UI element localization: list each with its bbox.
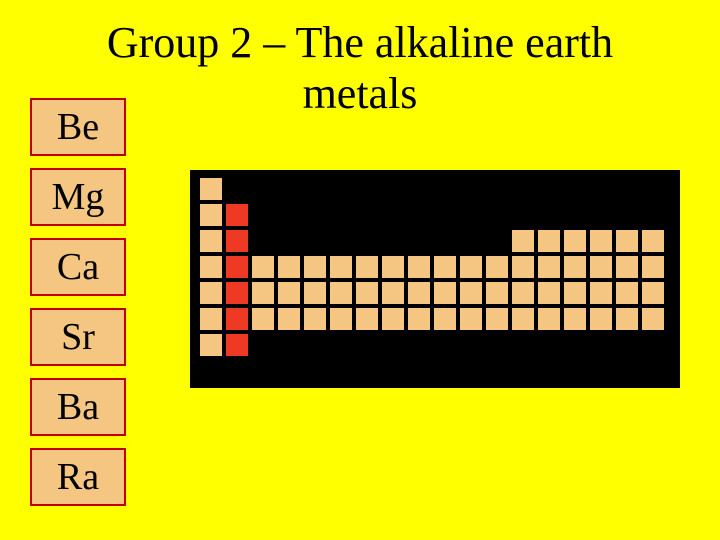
- pt-cell: [538, 308, 560, 330]
- pt-cell-group2: [226, 334, 248, 356]
- pt-cell: [304, 282, 326, 304]
- pt-cell: [512, 230, 534, 252]
- element-list: Be Mg Ca Sr Ba Ra: [30, 98, 126, 518]
- pt-cell: [642, 282, 664, 304]
- pt-cell: [278, 256, 300, 278]
- pt-cell-group2: [226, 230, 248, 252]
- pt-cell: [200, 178, 222, 200]
- pt-cell: [486, 256, 508, 278]
- pt-cell: [408, 256, 430, 278]
- pt-cell: [382, 282, 404, 304]
- pt-cell: [512, 256, 534, 278]
- pt-cell: [590, 256, 612, 278]
- pt-cell: [616, 282, 638, 304]
- pt-cell: [434, 282, 456, 304]
- pt-cell: [486, 282, 508, 304]
- pt-cell: [382, 256, 404, 278]
- pt-cell: [616, 256, 638, 278]
- pt-cell: [252, 282, 274, 304]
- pt-cell: [252, 308, 274, 330]
- pt-cell: [564, 256, 586, 278]
- pt-cell: [200, 308, 222, 330]
- pt-cell: [356, 256, 378, 278]
- element-box-sr: Sr: [30, 308, 126, 366]
- pt-cell: [304, 308, 326, 330]
- title-line-2: metals: [303, 69, 418, 118]
- pt-cell-group2: [226, 204, 248, 226]
- pt-cell: [538, 282, 560, 304]
- pt-cell: [460, 308, 482, 330]
- pt-cell: [200, 256, 222, 278]
- pt-cell: [278, 282, 300, 304]
- pt-cell: [512, 282, 534, 304]
- pt-cell: [538, 230, 560, 252]
- pt-cell: [330, 256, 352, 278]
- pt-cell: [200, 334, 222, 356]
- pt-cell: [278, 308, 300, 330]
- pt-cell-group2: [226, 282, 248, 304]
- pt-cell: [200, 230, 222, 252]
- pt-cell: [616, 308, 638, 330]
- pt-cell: [200, 282, 222, 304]
- element-box-mg: Mg: [30, 168, 126, 226]
- pt-cell: [590, 230, 612, 252]
- periodic-table: [190, 170, 680, 388]
- pt-cell: [382, 308, 404, 330]
- pt-cell: [616, 230, 638, 252]
- pt-cell-group2: [226, 308, 248, 330]
- pt-cell: [538, 256, 560, 278]
- pt-cell: [200, 204, 222, 226]
- pt-cell: [486, 308, 508, 330]
- pt-cell: [512, 308, 534, 330]
- pt-cell: [304, 256, 326, 278]
- pt-cell: [330, 282, 352, 304]
- element-box-be: Be: [30, 98, 126, 156]
- element-box-ba: Ba: [30, 378, 126, 436]
- pt-cell: [434, 256, 456, 278]
- pt-cell: [408, 282, 430, 304]
- pt-cell: [564, 308, 586, 330]
- pt-cell: [408, 308, 430, 330]
- pt-cell: [460, 282, 482, 304]
- pt-cell: [590, 282, 612, 304]
- pt-cell: [642, 230, 664, 252]
- pt-cell: [590, 308, 612, 330]
- pt-cell: [564, 282, 586, 304]
- pt-cell: [460, 256, 482, 278]
- pt-cell: [642, 256, 664, 278]
- pt-cell: [252, 256, 274, 278]
- pt-cell-group2: [226, 256, 248, 278]
- element-box-ra: Ra: [30, 448, 126, 506]
- pt-cell: [434, 308, 456, 330]
- pt-cell: [356, 308, 378, 330]
- title-line-1: Group 2 – The alkaline earth: [107, 18, 613, 67]
- pt-cell: [330, 308, 352, 330]
- element-box-ca: Ca: [30, 238, 126, 296]
- pt-cell: [642, 308, 664, 330]
- pt-cell: [564, 230, 586, 252]
- pt-cell: [356, 282, 378, 304]
